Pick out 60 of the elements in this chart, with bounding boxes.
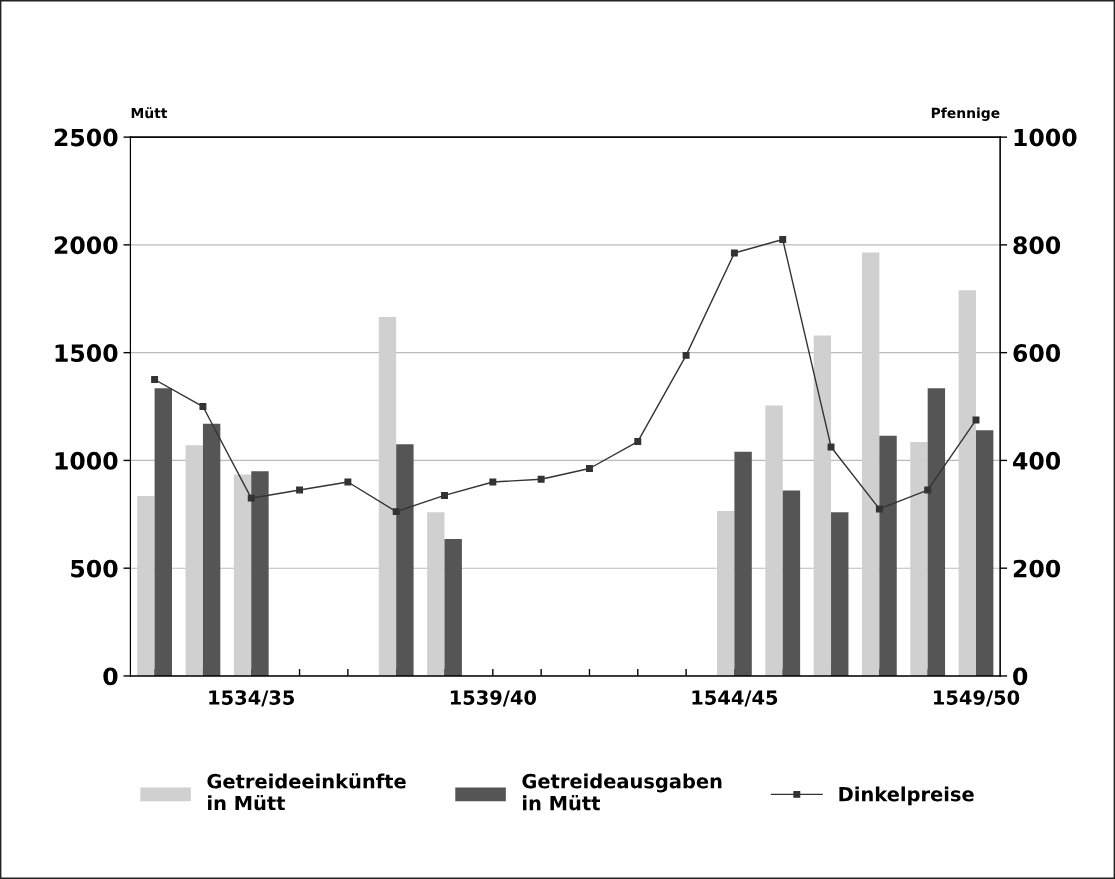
point bbox=[296, 486, 304, 494]
bar bbox=[861, 252, 880, 676]
point bbox=[924, 486, 932, 494]
bar bbox=[734, 451, 752, 676]
point bbox=[682, 351, 690, 359]
point bbox=[634, 438, 642, 446]
point bbox=[585, 465, 593, 472]
y-tick-label: 1500 bbox=[55, 344, 118, 362]
bar bbox=[233, 474, 252, 676]
point bbox=[151, 376, 159, 384]
point bbox=[730, 249, 738, 257]
point bbox=[344, 478, 352, 486]
y2-tick-label: 200 bbox=[1013, 559, 1061, 578]
y2-tick-label: 1000 bbox=[1014, 128, 1077, 147]
y-tick-label: 0 bbox=[103, 667, 118, 686]
point bbox=[537, 475, 545, 483]
legend-label: Dinkelpreise bbox=[839, 786, 974, 806]
y-axis-title: Mütt bbox=[131, 107, 168, 119]
y2-tick-label: 800 bbox=[1013, 236, 1061, 255]
legend-label: Getreideausgaben in Mütt bbox=[522, 773, 722, 811]
y2-tick-label: 600 bbox=[1013, 344, 1061, 362]
y-tick-label: 2500 bbox=[54, 128, 118, 147]
point bbox=[827, 443, 835, 451]
bar bbox=[813, 335, 832, 676]
point bbox=[392, 508, 400, 516]
point bbox=[779, 236, 787, 243]
point bbox=[875, 505, 883, 513]
y-tick-label: 1000 bbox=[55, 451, 118, 470]
x-tick-label: 1534/35 bbox=[209, 690, 295, 707]
bar bbox=[396, 444, 414, 676]
y2-axis-title: Pfennige bbox=[931, 107, 1000, 121]
bar bbox=[782, 490, 801, 676]
y2-tick-label: 400 bbox=[1013, 451, 1061, 470]
bar bbox=[202, 423, 221, 676]
bar bbox=[251, 471, 269, 676]
bar bbox=[378, 317, 397, 676]
legend-label: Getreideeinkünfte in Mütt bbox=[207, 773, 406, 811]
x-tick-label: 1544/45 bbox=[692, 690, 778, 707]
bar bbox=[910, 442, 928, 676]
bar bbox=[976, 430, 994, 676]
bar bbox=[444, 539, 462, 676]
point bbox=[247, 494, 255, 502]
y-tick-label: 2000 bbox=[54, 236, 118, 255]
bar bbox=[137, 495, 155, 676]
bar bbox=[154, 388, 173, 676]
bar bbox=[185, 445, 203, 676]
point bbox=[441, 491, 448, 499]
y-tick-label: 500 bbox=[71, 559, 118, 578]
bar bbox=[958, 290, 976, 676]
point bbox=[489, 478, 497, 486]
y2-tick-label: 0 bbox=[1013, 667, 1028, 686]
x-tick-label: 1549/50 bbox=[934, 690, 1020, 707]
bar bbox=[927, 388, 946, 676]
x-tick-label: 1539/40 bbox=[450, 690, 537, 707]
bar bbox=[879, 435, 897, 676]
bar bbox=[831, 512, 849, 676]
bar bbox=[427, 512, 445, 676]
point bbox=[199, 403, 207, 411]
bar bbox=[765, 405, 783, 676]
bar bbox=[717, 511, 735, 676]
